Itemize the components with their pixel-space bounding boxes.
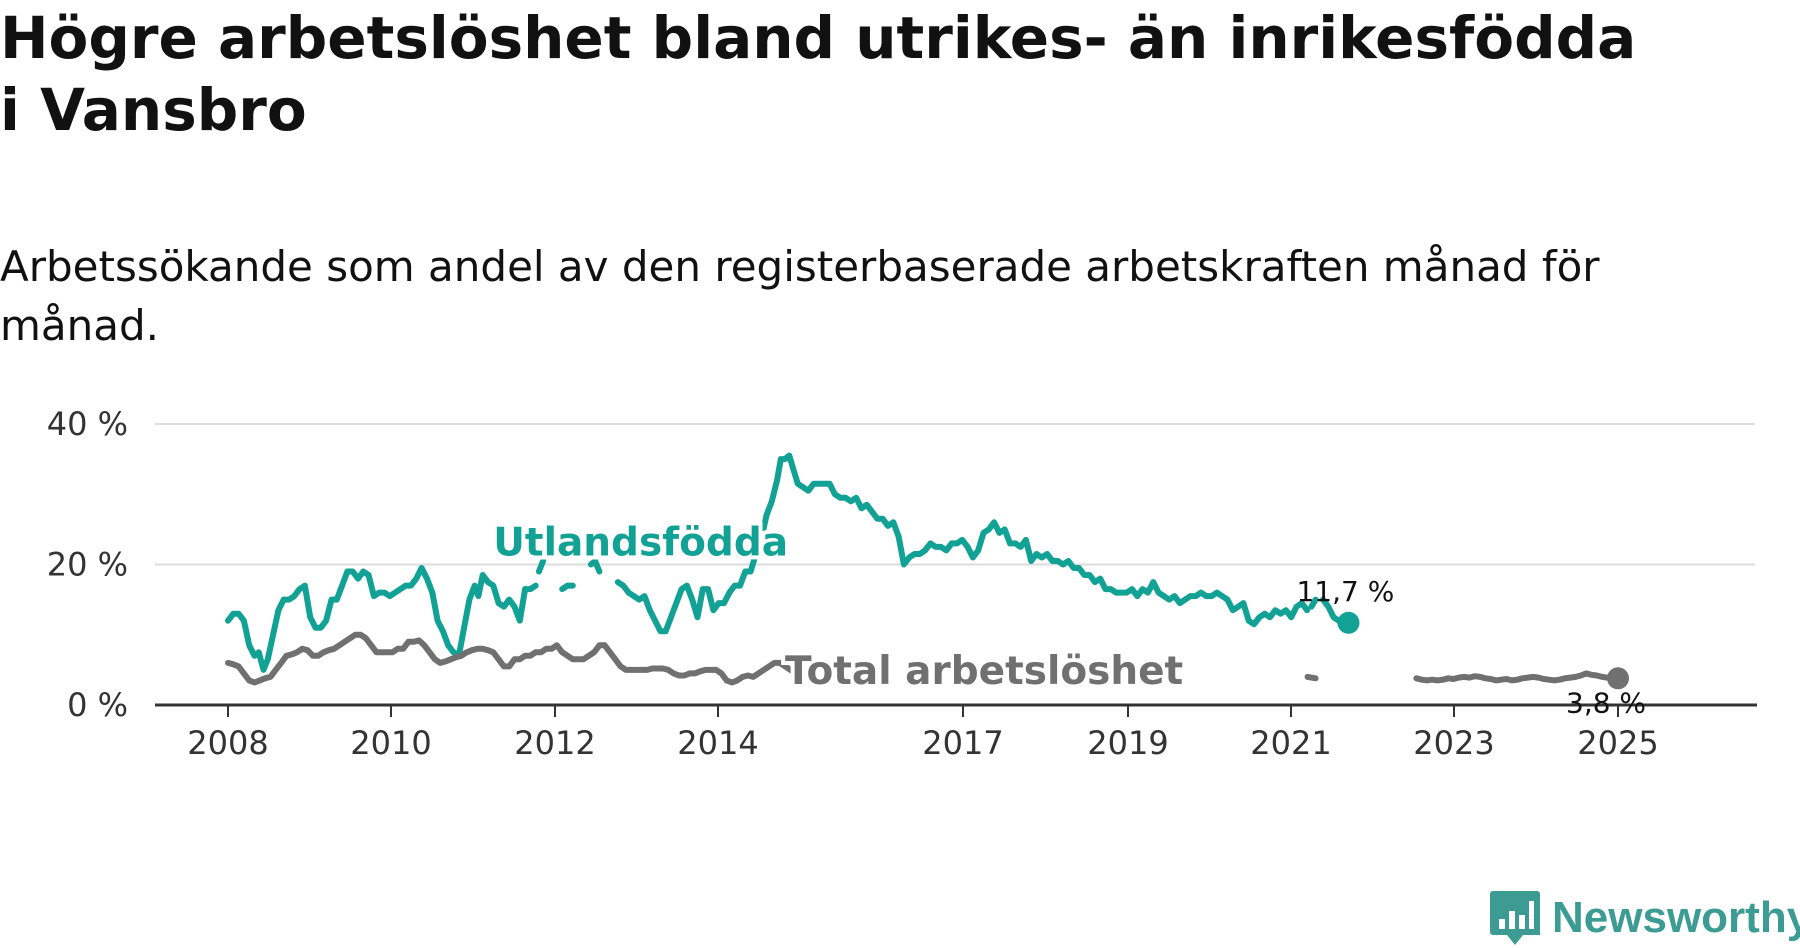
series-line-utlandsf-dda-1 xyxy=(522,582,539,593)
series-line-total-arbetsl-shet-1 xyxy=(1304,673,1319,682)
x-tick-label: 2023 xyxy=(1413,724,1494,762)
brand-name: Newsworthy xyxy=(1552,893,1800,942)
y-axis-ticks: 0 % 20 % 40 % xyxy=(47,405,128,724)
grid-lines xyxy=(155,423,1755,566)
series-labels: 11,7 % Utlandsfödda 3,8 % Total arbetslöshe… xyxy=(489,516,1646,719)
x-tick-label: 2019 xyxy=(1087,724,1168,762)
series-lines xyxy=(225,452,1629,690)
series-line-utlandsf-dda-3 xyxy=(559,582,576,593)
x-tick-label: 2008 xyxy=(187,724,268,762)
x-axis: 2008 2010 2012 2014 2017 2019 2021 2023 2025 xyxy=(155,703,1757,762)
x-tick-label: 2025 xyxy=(1577,724,1658,762)
x-tick-label: 2012 xyxy=(514,724,595,762)
x-tick-label: 2021 xyxy=(1250,724,1331,762)
series-label-total-arbetsl-shet: Total arbetslöshet xyxy=(785,649,1183,694)
series-line-utlandsf-dda-4 xyxy=(587,558,603,575)
series-line-utlandsf-dda-5 xyxy=(614,452,1311,635)
newsworthy-brand: Newsworthy xyxy=(1490,888,1800,948)
series-line-utlandsf-dda-0 xyxy=(225,565,529,673)
x-tick-label: 2010 xyxy=(350,724,431,762)
series-line-total-arbetsl-shet-0 xyxy=(225,631,804,686)
end-label-total-arbetsl-shet: 3,8 % xyxy=(1566,686,1646,719)
line-chart: 0 % 20 % 40 % 2008 2010 2012 2014 2017 2019 2021… xyxy=(47,405,1757,762)
end-label-utlandsf-dda: 11,7 % xyxy=(1296,575,1394,608)
x-tick-label: 2017 xyxy=(922,724,1003,762)
series-label-utlandsf-dda: Utlandsfödda xyxy=(493,520,788,565)
y-tick-label: 0 % xyxy=(67,686,128,724)
series-line-utlandsf-dda-6 xyxy=(1308,596,1319,610)
series-line-total-arbetsl-shet-2 xyxy=(1413,670,1621,684)
x-tick-label: 2014 xyxy=(677,724,758,762)
y-tick-label: 20 % xyxy=(47,546,128,584)
newsworthy-logo-icon xyxy=(1490,891,1540,945)
series-line-utlandsf-dda-2 xyxy=(535,558,547,575)
chart-subtitle: Arbetssökande som andel av den registerb… xyxy=(0,242,1600,350)
chart-title: Högre arbetslöshet bland utrikes- än inr… xyxy=(0,4,1637,144)
y-tick-label: 40 % xyxy=(47,405,128,443)
end-point-total-arbetsl-shet xyxy=(1607,667,1629,690)
end-point-utlandsf-dda xyxy=(1337,611,1360,634)
